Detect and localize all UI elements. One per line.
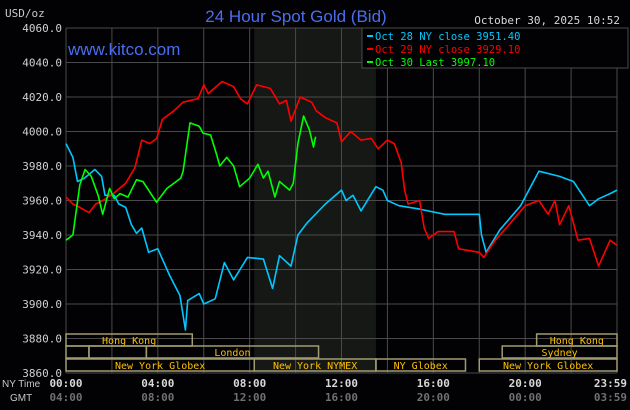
price-series-line-2 xyxy=(65,115,317,241)
session-bar xyxy=(375,358,467,372)
ny-time-tick-label: 08:00 xyxy=(233,377,266,390)
gmt-tick-label: 08:00 xyxy=(141,391,174,404)
y-tick-label: 3940.0 xyxy=(22,229,62,242)
legend-entry: Oct 28 NY close 3951.40 xyxy=(375,31,520,43)
legend-swatch xyxy=(367,48,373,50)
kitco-watermark: www.kitco.com xyxy=(67,40,180,59)
legend-swatch xyxy=(367,35,373,37)
y-tick-label: 3980.0 xyxy=(22,160,62,173)
gmt-tick-label: 00:00 xyxy=(509,391,542,404)
y-tick-label: 3880.0 xyxy=(22,333,62,346)
timestamp: October 30, 2025 10:52 xyxy=(474,14,620,27)
ny-time-tick-label: 20:00 xyxy=(509,377,542,390)
price-series-line-1 xyxy=(65,80,618,267)
gmt-tick-label: 04:00 xyxy=(49,391,82,404)
legend-swatch xyxy=(367,61,373,63)
y-tick-label: 3900.0 xyxy=(22,298,62,311)
gmt-tick-label: 20:00 xyxy=(417,391,450,404)
y-tick-label: 4060.0 xyxy=(22,22,62,35)
y-axis-unit: USD/oz xyxy=(5,7,45,20)
ny-time-tick-label: 23:59 xyxy=(594,377,627,390)
session-label: Hong Kong xyxy=(102,336,156,347)
y-tick-label: 3960.0 xyxy=(22,195,62,208)
session-label: New York Globex xyxy=(503,361,593,372)
ny-time-tick-label: 00:00 xyxy=(49,377,82,390)
gmt-label: GMT xyxy=(10,393,32,404)
legend-entry: Oct 29 NY close 3929.10 xyxy=(375,44,520,56)
legend-entry: Oct 30 Last 3997.10 xyxy=(375,57,495,69)
gmt-tick-label: 12:00 xyxy=(233,391,266,404)
y-tick-label: 3920.0 xyxy=(22,264,62,277)
legend-box xyxy=(361,27,629,69)
gmt-tick-label: 03:59 xyxy=(594,391,627,404)
y-tick-label: 3860.0 xyxy=(22,367,62,380)
ny-time-tick-label: 04:00 xyxy=(141,377,174,390)
y-tick-label: 4000.0 xyxy=(22,126,62,139)
session-bar xyxy=(501,345,618,359)
session-label: New York NYMEX xyxy=(273,361,357,372)
session-label: New York Globex xyxy=(115,361,205,372)
y-tick-label: 4040.0 xyxy=(22,57,62,70)
ny-time-tick-label: 12:00 xyxy=(325,377,358,390)
chart-title: 24 Hour Spot Gold (Bid) xyxy=(205,7,386,26)
session-label: London xyxy=(214,348,250,359)
session-label: Sydney xyxy=(542,348,578,359)
session-bar xyxy=(145,345,320,359)
y-tick-label: 4020.0 xyxy=(22,91,62,104)
session-bar xyxy=(478,358,618,372)
ny-time-tick-label: 16:00 xyxy=(417,377,450,390)
ny-time-label: NY Time xyxy=(2,379,41,390)
gmt-tick-label: 16:00 xyxy=(325,391,358,404)
session-label: NY Globex xyxy=(394,361,448,372)
session-label: Hong Kong xyxy=(550,336,604,347)
price-series-line-0 xyxy=(65,143,618,331)
